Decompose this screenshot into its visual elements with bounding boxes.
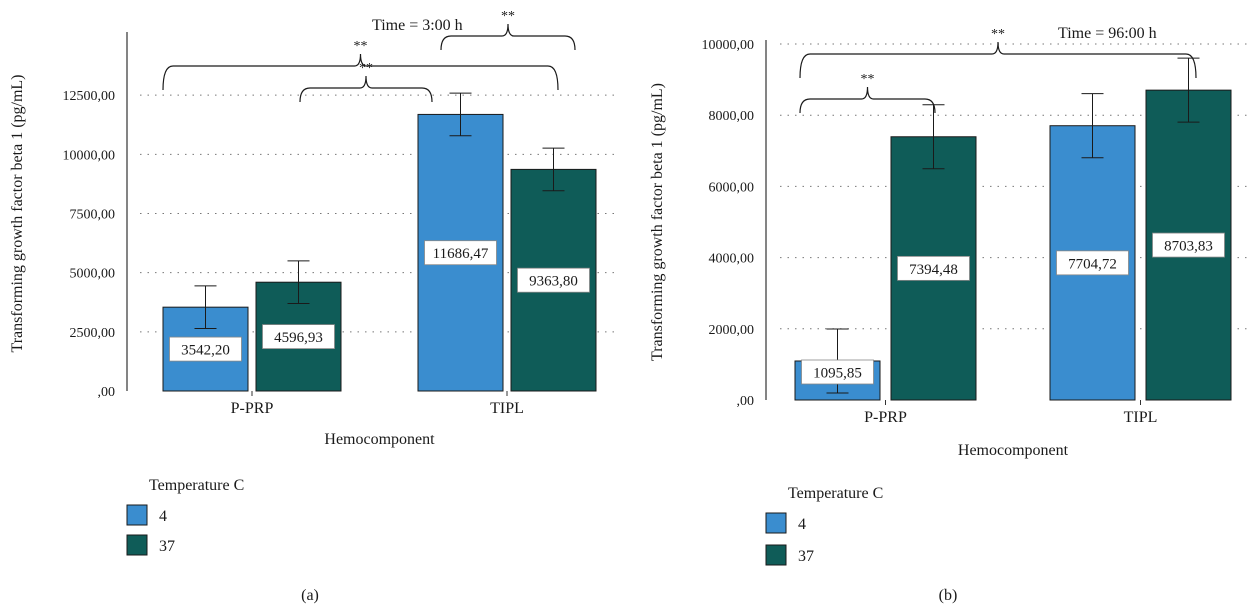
y-axis-title: Transforming growth factor beta 1 (pg/mL… [9, 74, 26, 352]
data-label: 8703,83 [1164, 239, 1213, 255]
x-axis-title: Hemocomponent [324, 431, 435, 448]
data-label-box [169, 336, 242, 362]
legend-label: 4 [798, 516, 806, 533]
data-label: 4596,93 [274, 330, 323, 346]
data-label-box [517, 267, 590, 293]
y-tick-label: 2000,00 [709, 323, 755, 338]
y-tick-label: ,00 [98, 385, 116, 400]
y-tick-label: 12500,00 [63, 89, 116, 104]
legend-swatch-37 [765, 544, 787, 566]
legend-swatch-4 [126, 504, 148, 526]
data-label-box [801, 359, 874, 385]
significance-mark: ** [991, 27, 1005, 42]
significance-mark: ** [359, 61, 373, 76]
data-label-box [1152, 232, 1225, 258]
legend-title: Temperature C [149, 477, 244, 494]
significance-bracket [799, 41, 1197, 79]
significance-mark: ** [501, 9, 515, 24]
time-annotation: Time = 96:00 h [1058, 25, 1157, 42]
legend-swatch-37 [126, 534, 148, 556]
significance-mark: ** [861, 72, 875, 87]
y-tick-label: 5000,00 [70, 267, 116, 282]
data-label: 7704,72 [1068, 256, 1117, 272]
data-label: 7394,48 [909, 262, 958, 278]
data-label: 11686,47 [433, 246, 489, 262]
significance-bracket [299, 75, 433, 103]
data-label-box [262, 324, 335, 350]
x-tick-label: TIPL [1124, 409, 1158, 426]
y-tick-label: 2500,00 [70, 326, 116, 341]
y-tick-label: ,00 [737, 394, 755, 409]
panel-a: ,00 2500,00 5000,00 7500,00 10000,00 12500,00… [9, 9, 618, 604]
legend-label: 4 [159, 508, 167, 525]
y-tick-label: 6000,00 [709, 180, 755, 195]
data-label-box [897, 255, 970, 281]
y-tick-label: 10000,00 [63, 148, 116, 163]
y-tick-label: 10000,00 [702, 38, 755, 53]
significance-bracket [162, 53, 559, 91]
time-annotation: Time = 3:00 h [372, 17, 463, 34]
x-tick-label: P-PRP [231, 400, 274, 417]
significance-bracket [440, 23, 576, 51]
data-label-box [1056, 250, 1129, 276]
x-tick-label: P-PRP [864, 409, 907, 426]
x-axis-title: Hemocomponent [958, 442, 1069, 459]
panel-b: ,00 2000,00 4000,00 6000,00 8000,00 10000,00 T… [649, 25, 1248, 604]
data-label: 1095,85 [813, 366, 862, 382]
legend-title: Temperature C [788, 485, 883, 502]
data-label-box [424, 240, 497, 266]
y-axis-title: Transforming growth factor beta 1 (pg/mL… [649, 83, 666, 361]
data-label: 3542,20 [181, 343, 230, 359]
data-label: 9363,80 [529, 274, 578, 290]
significance-mark: ** [354, 39, 368, 54]
panel-label: (a) [301, 587, 319, 604]
x-tick-label: TIPL [490, 400, 524, 417]
y-tick-label: 7500,00 [70, 208, 116, 223]
legend-label: 37 [159, 538, 175, 555]
panel-label: (b) [939, 587, 958, 604]
y-tick-label: 8000,00 [709, 109, 755, 124]
y-tick-label: 4000,00 [709, 252, 755, 267]
significance-bracket [799, 86, 936, 114]
legend-swatch-4 [765, 512, 787, 534]
legend-label: 37 [798, 548, 814, 565]
